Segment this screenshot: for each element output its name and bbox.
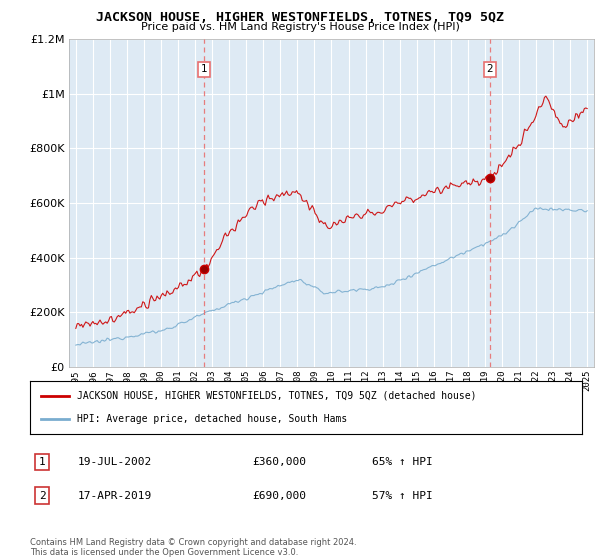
- Text: Contains HM Land Registry data © Crown copyright and database right 2024.
This d: Contains HM Land Registry data © Crown c…: [30, 538, 356, 557]
- Text: 2: 2: [38, 491, 46, 501]
- Text: 1: 1: [201, 64, 208, 74]
- Text: Price paid vs. HM Land Registry's House Price Index (HPI): Price paid vs. HM Land Registry's House …: [140, 22, 460, 32]
- Text: HPI: Average price, detached house, South Hams: HPI: Average price, detached house, Sout…: [77, 414, 347, 424]
- Text: 17-APR-2019: 17-APR-2019: [78, 491, 152, 501]
- Text: 57% ↑ HPI: 57% ↑ HPI: [372, 491, 433, 501]
- Text: JACKSON HOUSE, HIGHER WESTONFIELDS, TOTNES, TQ9 5QZ (detached house): JACKSON HOUSE, HIGHER WESTONFIELDS, TOTN…: [77, 391, 476, 401]
- Text: £360,000: £360,000: [252, 457, 306, 467]
- Text: 65% ↑ HPI: 65% ↑ HPI: [372, 457, 433, 467]
- Text: 19-JUL-2002: 19-JUL-2002: [78, 457, 152, 467]
- Text: 2: 2: [487, 64, 493, 74]
- Text: 1: 1: [38, 457, 46, 467]
- Text: £690,000: £690,000: [252, 491, 306, 501]
- Text: JACKSON HOUSE, HIGHER WESTONFIELDS, TOTNES, TQ9 5QZ: JACKSON HOUSE, HIGHER WESTONFIELDS, TOTN…: [96, 11, 504, 24]
